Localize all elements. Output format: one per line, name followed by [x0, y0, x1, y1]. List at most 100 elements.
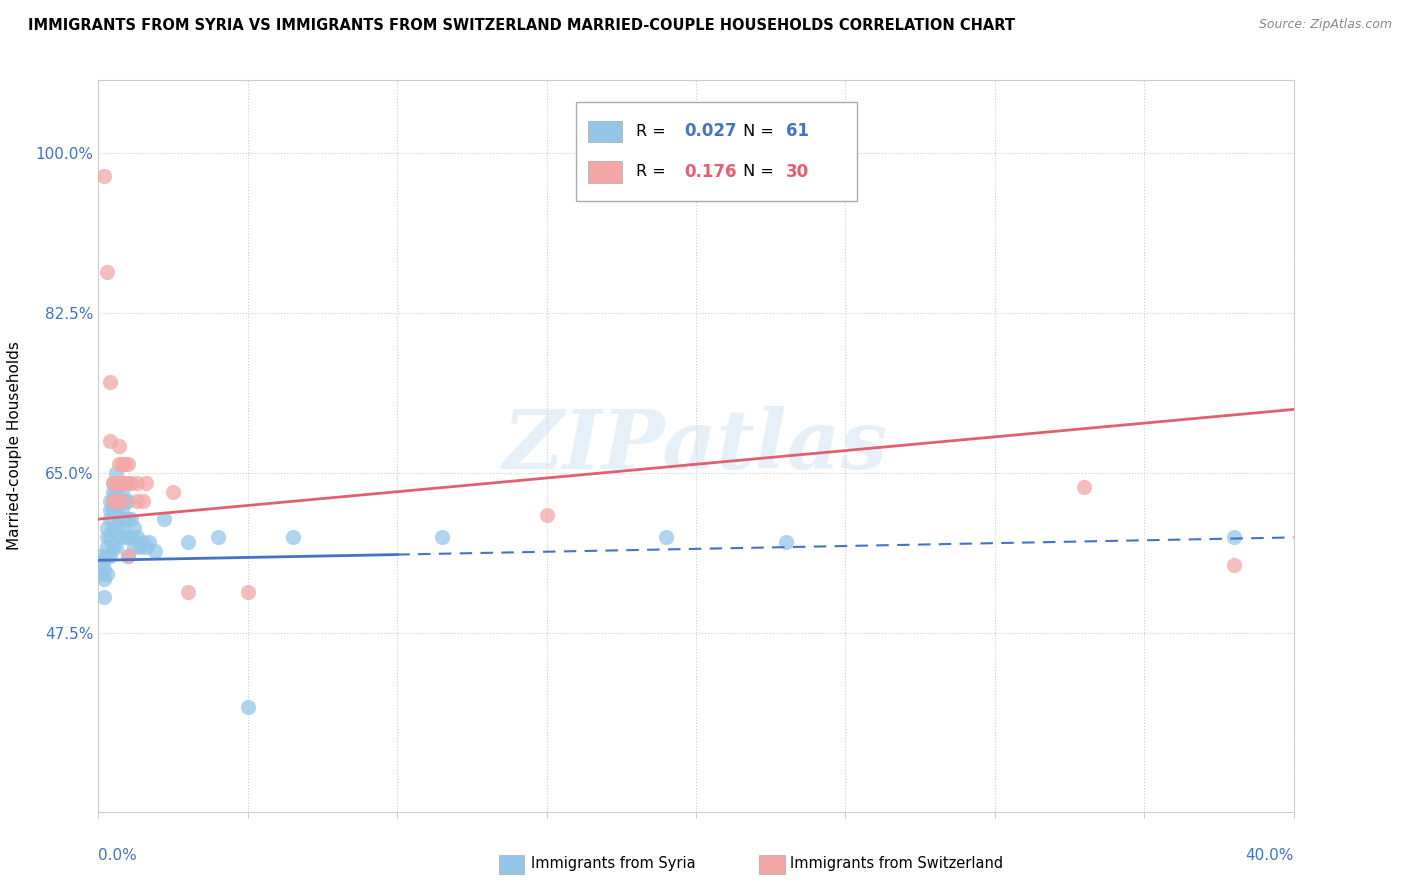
Point [117, 512, 139, 526]
Point [98, 375, 122, 389]
Point [111, 521, 134, 535]
Bar [589, 161, 621, 183]
Point [117, 475, 139, 490]
Point [117, 530, 139, 544]
Point [108, 475, 131, 490]
Text: Source: ZipAtlas.com: Source: ZipAtlas.com [1258, 18, 1392, 31]
Point [124, 521, 146, 535]
Point [775, 535, 797, 549]
Point [105, 494, 128, 508]
Point [138, 535, 160, 549]
Text: 61: 61 [786, 122, 808, 140]
Text: Immigrants from Syria: Immigrants from Syria [531, 856, 696, 871]
Point [655, 530, 678, 544]
Point [143, 544, 166, 558]
Point [98, 530, 122, 544]
Point [93, 590, 115, 604]
Point [114, 457, 136, 471]
Point [127, 494, 149, 508]
Point [430, 530, 453, 544]
Point [105, 540, 128, 554]
Point [108, 475, 131, 490]
Point [98, 512, 122, 526]
Text: Immigrants from Switzerland: Immigrants from Switzerland [790, 856, 1004, 871]
Point [108, 439, 131, 453]
Text: 30: 30 [786, 162, 808, 181]
Point [103, 494, 125, 508]
Point [177, 585, 200, 599]
Y-axis label: Married-couple Households: Married-couple Households [7, 342, 21, 550]
Point [120, 512, 142, 526]
Point [105, 475, 128, 490]
Point [120, 475, 142, 490]
Point [129, 540, 152, 554]
Point [103, 494, 125, 508]
Point [90, 549, 112, 563]
Point [111, 475, 134, 490]
Point [108, 494, 131, 508]
Point [117, 549, 139, 563]
Text: 40.0%: 40.0% [1246, 848, 1294, 863]
Point [153, 512, 176, 526]
Point [1223, 558, 1246, 572]
Point [127, 475, 149, 490]
Point [96, 540, 118, 554]
Point [108, 512, 131, 526]
Point [98, 503, 122, 517]
Point [117, 494, 139, 508]
Point [96, 265, 118, 279]
Point [536, 508, 558, 522]
FancyBboxPatch shape [576, 103, 858, 201]
Point [108, 530, 131, 544]
Point [96, 567, 118, 582]
Point [236, 585, 259, 599]
Point [108, 457, 131, 471]
Point [135, 475, 157, 490]
Point [103, 521, 125, 535]
Point [207, 530, 229, 544]
Point [105, 503, 128, 517]
Point [132, 535, 155, 549]
Point [114, 494, 136, 508]
Point [120, 530, 142, 544]
Point [93, 572, 115, 586]
Point [114, 530, 136, 544]
Point [103, 503, 125, 517]
Point [98, 434, 122, 449]
Point [117, 549, 139, 563]
Point [124, 540, 146, 554]
Point [103, 540, 125, 554]
Point [1073, 480, 1095, 494]
Point [111, 457, 134, 471]
Point [114, 512, 136, 526]
Text: N =: N = [738, 124, 779, 139]
Point [98, 494, 122, 508]
Point [105, 484, 128, 499]
Text: ZIPatlas: ZIPatlas [503, 406, 889, 486]
Text: 0.027: 0.027 [685, 122, 737, 140]
Point [132, 494, 155, 508]
Point [105, 521, 128, 535]
Point [177, 535, 200, 549]
Point [96, 521, 118, 535]
Point [111, 484, 134, 499]
Text: IMMIGRANTS FROM SYRIA VS IMMIGRANTS FROM SWITZERLAND MARRIED-COUPLE HOUSEHOLDS C: IMMIGRANTS FROM SYRIA VS IMMIGRANTS FROM… [28, 18, 1015, 33]
Point [93, 553, 115, 567]
Point [281, 530, 304, 544]
Point [93, 562, 115, 576]
Point [117, 457, 139, 471]
Point [103, 475, 125, 490]
Point [1223, 530, 1246, 544]
Point [96, 530, 118, 544]
Text: R =: R = [637, 124, 671, 139]
Text: 0.176: 0.176 [685, 162, 737, 181]
Point [114, 475, 136, 490]
Point [105, 467, 128, 481]
Point [96, 549, 118, 563]
Point [103, 475, 125, 490]
Text: R =: R = [637, 164, 671, 179]
Point [98, 549, 122, 563]
Point [135, 540, 157, 554]
Text: N =: N = [738, 164, 779, 179]
Point [105, 475, 128, 490]
